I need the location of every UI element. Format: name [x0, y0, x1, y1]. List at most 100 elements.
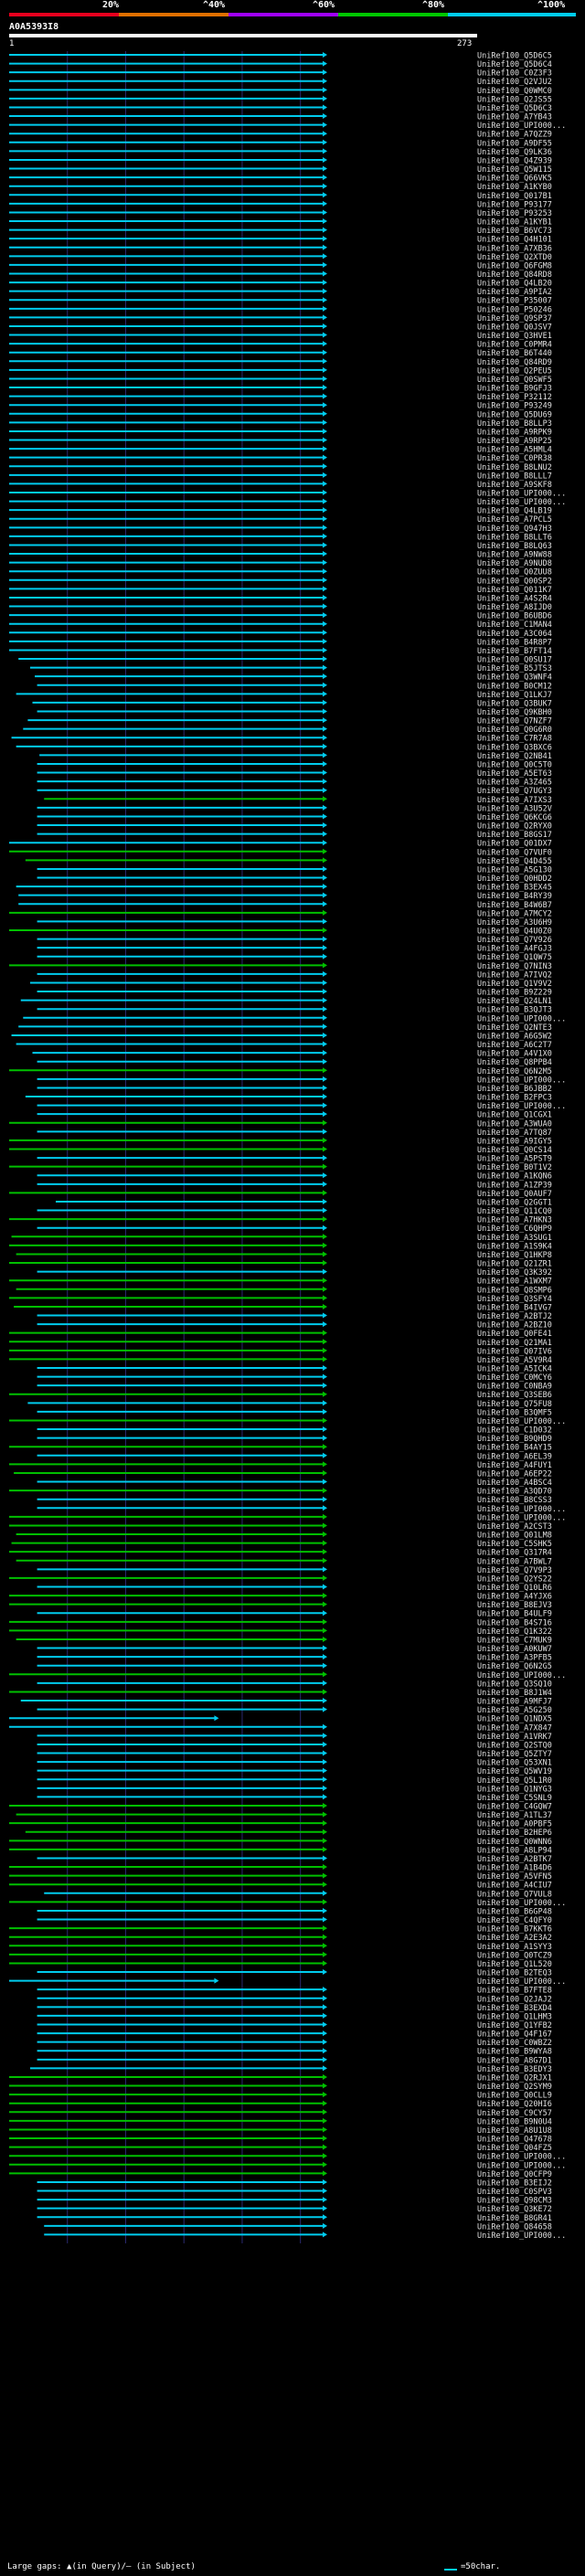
hit-label[interactable]: UniRef100_A7X847 — [477, 1723, 552, 1733]
hit-label[interactable]: UniRef100_B2HEP6 — [477, 1829, 552, 1838]
hit-row[interactable]: UniRef100_Q3SFY4 — [9, 1295, 552, 1304]
hit-label[interactable]: UniRef100_Q98CM3 — [477, 2197, 552, 2206]
hit-label[interactable]: UniRef100_Q4LB20 — [477, 280, 552, 289]
hit-row[interactable]: UniRef100_A5HML4 — [9, 446, 552, 455]
hit-row[interactable]: UniRef100_Q4LB19 — [9, 507, 552, 516]
hit-row[interactable]: UniRef100_C0PMR4 — [9, 341, 552, 350]
hit-row[interactable]: UniRef100_A4BSC4 — [37, 1479, 552, 1488]
hit-row[interactable]: UniRef100_C9CY57 — [9, 2109, 552, 2118]
hit-label[interactable]: UniRef100_Q11CQ0 — [477, 1207, 552, 1216]
hit-row[interactable]: UniRef100_A7IVQ2 — [37, 970, 552, 980]
hit-label[interactable]: UniRef100_A5G250 — [477, 1706, 552, 1715]
hit-row[interactable]: UniRef100_B9GFJ3 — [9, 385, 552, 394]
hit-row[interactable]: UniRef100_A8LP94 — [9, 1846, 552, 1855]
hit-label[interactable]: UniRef100_Q8SMP6 — [477, 1286, 552, 1295]
hit-label[interactable]: UniRef100_C0SPV3 — [477, 2188, 552, 2197]
hit-row[interactable]: UniRef100_Q66VK5 — [9, 175, 552, 184]
hit-label[interactable]: UniRef100_B0CM12 — [477, 682, 552, 691]
hit-label[interactable]: UniRef100_B0T1V2 — [477, 1163, 552, 1172]
hit-label[interactable]: UniRef100_A7BWL7 — [477, 1557, 552, 1566]
hit-label[interactable]: UniRef100_Q1HKP8 — [477, 1251, 552, 1260]
hit-label[interactable]: UniRef100_Q2YS22 — [477, 1574, 552, 1584]
hit-label[interactable]: UniRef100_Q07IV6 — [477, 1347, 552, 1356]
hit-label[interactable]: UniRef100_B4R8P7 — [477, 638, 552, 647]
hit-row[interactable]: UniRef100_Q2SYM9 — [9, 2083, 552, 2092]
hit-row[interactable]: UniRef100_Q2STQ0 — [37, 1741, 552, 1750]
hit-row[interactable]: UniRef100_Q4LB20 — [9, 280, 552, 289]
hit-label[interactable]: UniRef100_A3U52V — [477, 804, 552, 813]
hit-row[interactable]: UniRef100_A2BZ10 — [37, 1321, 552, 1330]
hit-label[interactable]: UniRef100_Q4F167 — [477, 2030, 552, 2040]
hit-row[interactable]: UniRef100_Q6KCG6 — [37, 813, 552, 822]
hit-row[interactable]: UniRef100_Q6N2G5 — [37, 1662, 552, 1671]
hit-label[interactable]: UniRef100_Q3HVE1 — [477, 332, 552, 341]
hit-row[interactable]: UniRef100_B7KKT6 — [9, 1925, 552, 1935]
hit-label[interactable]: UniRef100_Q7VUF0 — [477, 848, 552, 857]
hit-row[interactable]: UniRef100_P93253 — [9, 209, 552, 218]
hit-row[interactable]: UniRef100_A6C2T7 — [16, 1041, 552, 1050]
hit-label[interactable]: UniRef100_Q4U0Z0 — [477, 928, 552, 937]
hit-label[interactable]: UniRef100_Q8PPB4 — [477, 1058, 552, 1067]
hit-label[interactable]: UniRef100_B3QMF5 — [477, 1408, 552, 1417]
hit-row[interactable]: UniRef100_Q5D6C4 — [9, 60, 552, 69]
hit-row[interactable]: UniRef100_Q10LR6 — [37, 1584, 552, 1593]
hit-label[interactable]: UniRef100_C1D032 — [477, 1426, 552, 1436]
hit-row[interactable]: UniRef100_A6G5W2 — [11, 1032, 552, 1041]
hit-row[interactable]: UniRef100_A5PST9 — [37, 1155, 552, 1164]
hit-label[interactable]: UniRef100_B7FT14 — [477, 647, 552, 656]
hit-label[interactable]: UniRef100_B2TEQ3 — [477, 1969, 552, 1978]
hit-label[interactable]: UniRef100_Q0WMC0 — [477, 87, 552, 96]
hit-label[interactable]: UniRef100_A1KYB0 — [477, 183, 552, 192]
hit-label[interactable]: UniRef100_B8EJV3 — [477, 1601, 552, 1610]
hit-row[interactable]: UniRef100_Q1YFB2 — [37, 2021, 552, 2030]
hit-row[interactable]: UniRef100_Q4D455 — [25, 857, 552, 866]
hit-row[interactable]: UniRef100_Q2PEU5 — [9, 366, 552, 376]
hit-label[interactable]: UniRef100_Q9LK36 — [477, 148, 552, 157]
hit-label[interactable]: UniRef100_Q0ZUU8 — [477, 568, 552, 578]
hit-label[interactable]: UniRef100_Q2NB41 — [477, 752, 552, 761]
hit-label[interactable]: UniRef100_UPI000... — [477, 1899, 566, 1908]
hit-label[interactable]: UniRef100_A9RPK9 — [477, 428, 552, 437]
hit-row[interactable]: UniRef100_B6T440 — [9, 349, 552, 358]
hit-row[interactable]: UniRef100_C1D032 — [37, 1426, 552, 1436]
hit-row[interactable]: UniRef100_Q0CFP9 — [9, 2170, 552, 2179]
hit-label[interactable]: UniRef100_A6C2T7 — [477, 1041, 552, 1050]
hit-label[interactable]: UniRef100_Q0AUF7 — [477, 1190, 552, 1199]
hit-label[interactable]: UniRef100_P50246 — [477, 305, 552, 314]
hit-row[interactable]: UniRef100_Q0C5T0 — [37, 760, 552, 769]
hit-row[interactable]: UniRef100_Q011K7 — [9, 586, 552, 595]
hit-label[interactable]: UniRef100_B6UBD6 — [477, 612, 552, 621]
hit-row[interactable]: UniRef100_B2HEP6 — [25, 1829, 552, 1838]
hit-row[interactable]: UniRef100_A9PIA2 — [9, 288, 552, 297]
hit-row[interactable]: UniRef100_Q3K392 — [37, 1268, 552, 1277]
hit-label[interactable]: UniRef100_Q53XN1 — [477, 1759, 552, 1768]
hit-row[interactable]: UniRef100_Q1QW75 — [37, 953, 552, 962]
hit-row[interactable]: UniRef100_A2BTJ2 — [37, 1312, 552, 1321]
hit-label[interactable]: UniRef100_Q5DU69 — [477, 410, 552, 419]
hit-label[interactable]: UniRef100_B8LLT6 — [477, 533, 552, 542]
hit-row[interactable]: UniRef100_Q1LKJ7 — [16, 691, 552, 700]
hit-label[interactable]: UniRef100_A7MCY2 — [477, 909, 552, 918]
hit-label[interactable]: UniRef100_Q1NDX5 — [477, 1715, 552, 1724]
hit-label[interactable]: UniRef100_A0KUW7 — [477, 1645, 552, 1654]
hit-label[interactable]: UniRef100_Q3BUK7 — [477, 699, 552, 708]
hit-row[interactable]: UniRef100_B0CM12 — [37, 682, 552, 691]
hit-row[interactable]: UniRef100_A4FUY1 — [9, 1461, 552, 1470]
hit-row[interactable]: UniRef100_B9Z229 — [37, 989, 552, 998]
hit-row[interactable]: UniRef100_A3C064 — [9, 630, 552, 639]
hit-label[interactable]: UniRef100_A9RP25 — [477, 437, 552, 446]
hit-label[interactable]: UniRef100_A7IXS3 — [477, 796, 552, 805]
hit-label[interactable]: UniRef100_Q0G6R0 — [477, 726, 552, 735]
hit-row[interactable]: UniRef100_A1KYB1 — [9, 218, 552, 228]
hit-label[interactable]: UniRef100_A3WUA0 — [477, 1119, 552, 1129]
hit-row[interactable]: UniRef100_A3U52V — [37, 804, 552, 813]
hit-row[interactable]: UniRef100_Q7NZF7 — [27, 717, 552, 726]
hit-label[interactable]: UniRef100_Q2JS55 — [477, 95, 552, 104]
hit-row[interactable]: UniRef100_A3QD70 — [9, 1488, 552, 1497]
hit-row[interactable]: UniRef100_B4W6B7 — [18, 901, 552, 910]
hit-label[interactable]: UniRef100_B9Z229 — [477, 989, 552, 998]
hit-label[interactable]: UniRef100_B3EDY3 — [477, 2065, 552, 2074]
hit-label[interactable]: UniRef100_Q4D455 — [477, 857, 552, 866]
hit-row[interactable]: UniRef100_A3U6H9 — [37, 918, 552, 928]
hit-label[interactable]: UniRef100_B6GP48 — [477, 1907, 552, 1916]
